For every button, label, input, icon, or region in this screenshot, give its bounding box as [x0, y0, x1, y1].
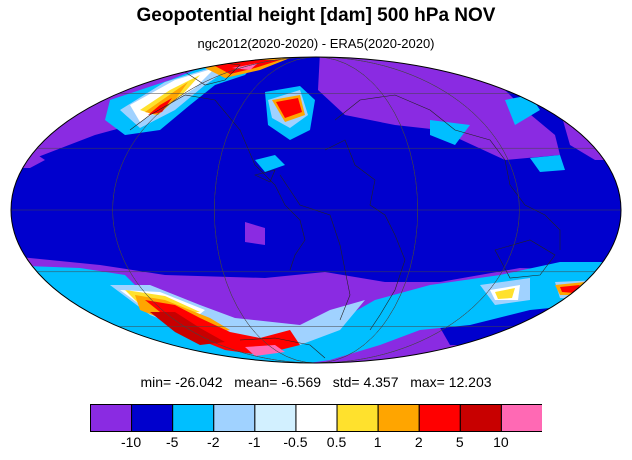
colorbar-box [172, 404, 215, 432]
colorbar-box [213, 404, 256, 432]
colorbar-box [90, 404, 133, 432]
colorbar-tick-label: -5 [165, 434, 179, 450]
colorbar [90, 404, 542, 432]
max-label: max= [410, 374, 445, 390]
std-value: 4.357 [363, 374, 399, 390]
colorbar-tick-label: -10 [120, 434, 142, 450]
field-2-regions [145, 60, 580, 355]
max-value: 12.203 [448, 374, 492, 390]
colorbar-box [418, 404, 461, 432]
graticule-meridian [112, 57, 520, 363]
min-value: -26.042 [175, 374, 223, 390]
field-layer [11, 57, 621, 363]
std-label: std= [332, 374, 360, 390]
min-label: min= [140, 374, 172, 390]
colorbar-tick-label: 1 [373, 434, 382, 450]
mollweide-map [10, 56, 622, 364]
colorbar-tick-label: -1 [248, 434, 261, 450]
colorbar-box [500, 404, 542, 432]
colorbar-box [377, 404, 420, 432]
colorbar-tick-label: 5 [455, 434, 464, 450]
colorbar-box [295, 404, 338, 432]
map-border [10, 56, 622, 364]
mean-label: mean= [234, 374, 278, 390]
plot-title: Geopotential height [dam] 500 hPa NOV [136, 5, 496, 26]
colorbar-box [131, 404, 174, 432]
colorbar-tick-label: 2 [414, 434, 423, 450]
colorbar-box [254, 404, 297, 432]
colorbar-tick-label: 10 [493, 434, 509, 450]
colorbar-tick-label: 0.5 [326, 434, 347, 450]
colorbar-box [336, 404, 379, 432]
colorbar-tick-label: -0.5 [283, 434, 308, 450]
graticule [11, 57, 621, 363]
graticule-meridian [214, 57, 418, 363]
colorbar-tick-label: -2 [207, 434, 220, 450]
colorbar-box [459, 404, 502, 432]
mean-value: -6.569 [281, 374, 322, 390]
plot-subtitle: ngc2012(2020-2020) - ERA5(2020-2020) [197, 36, 435, 51]
statistics-line: min= -26.042 mean= -6.569 std= 4.357 max… [0, 374, 632, 390]
